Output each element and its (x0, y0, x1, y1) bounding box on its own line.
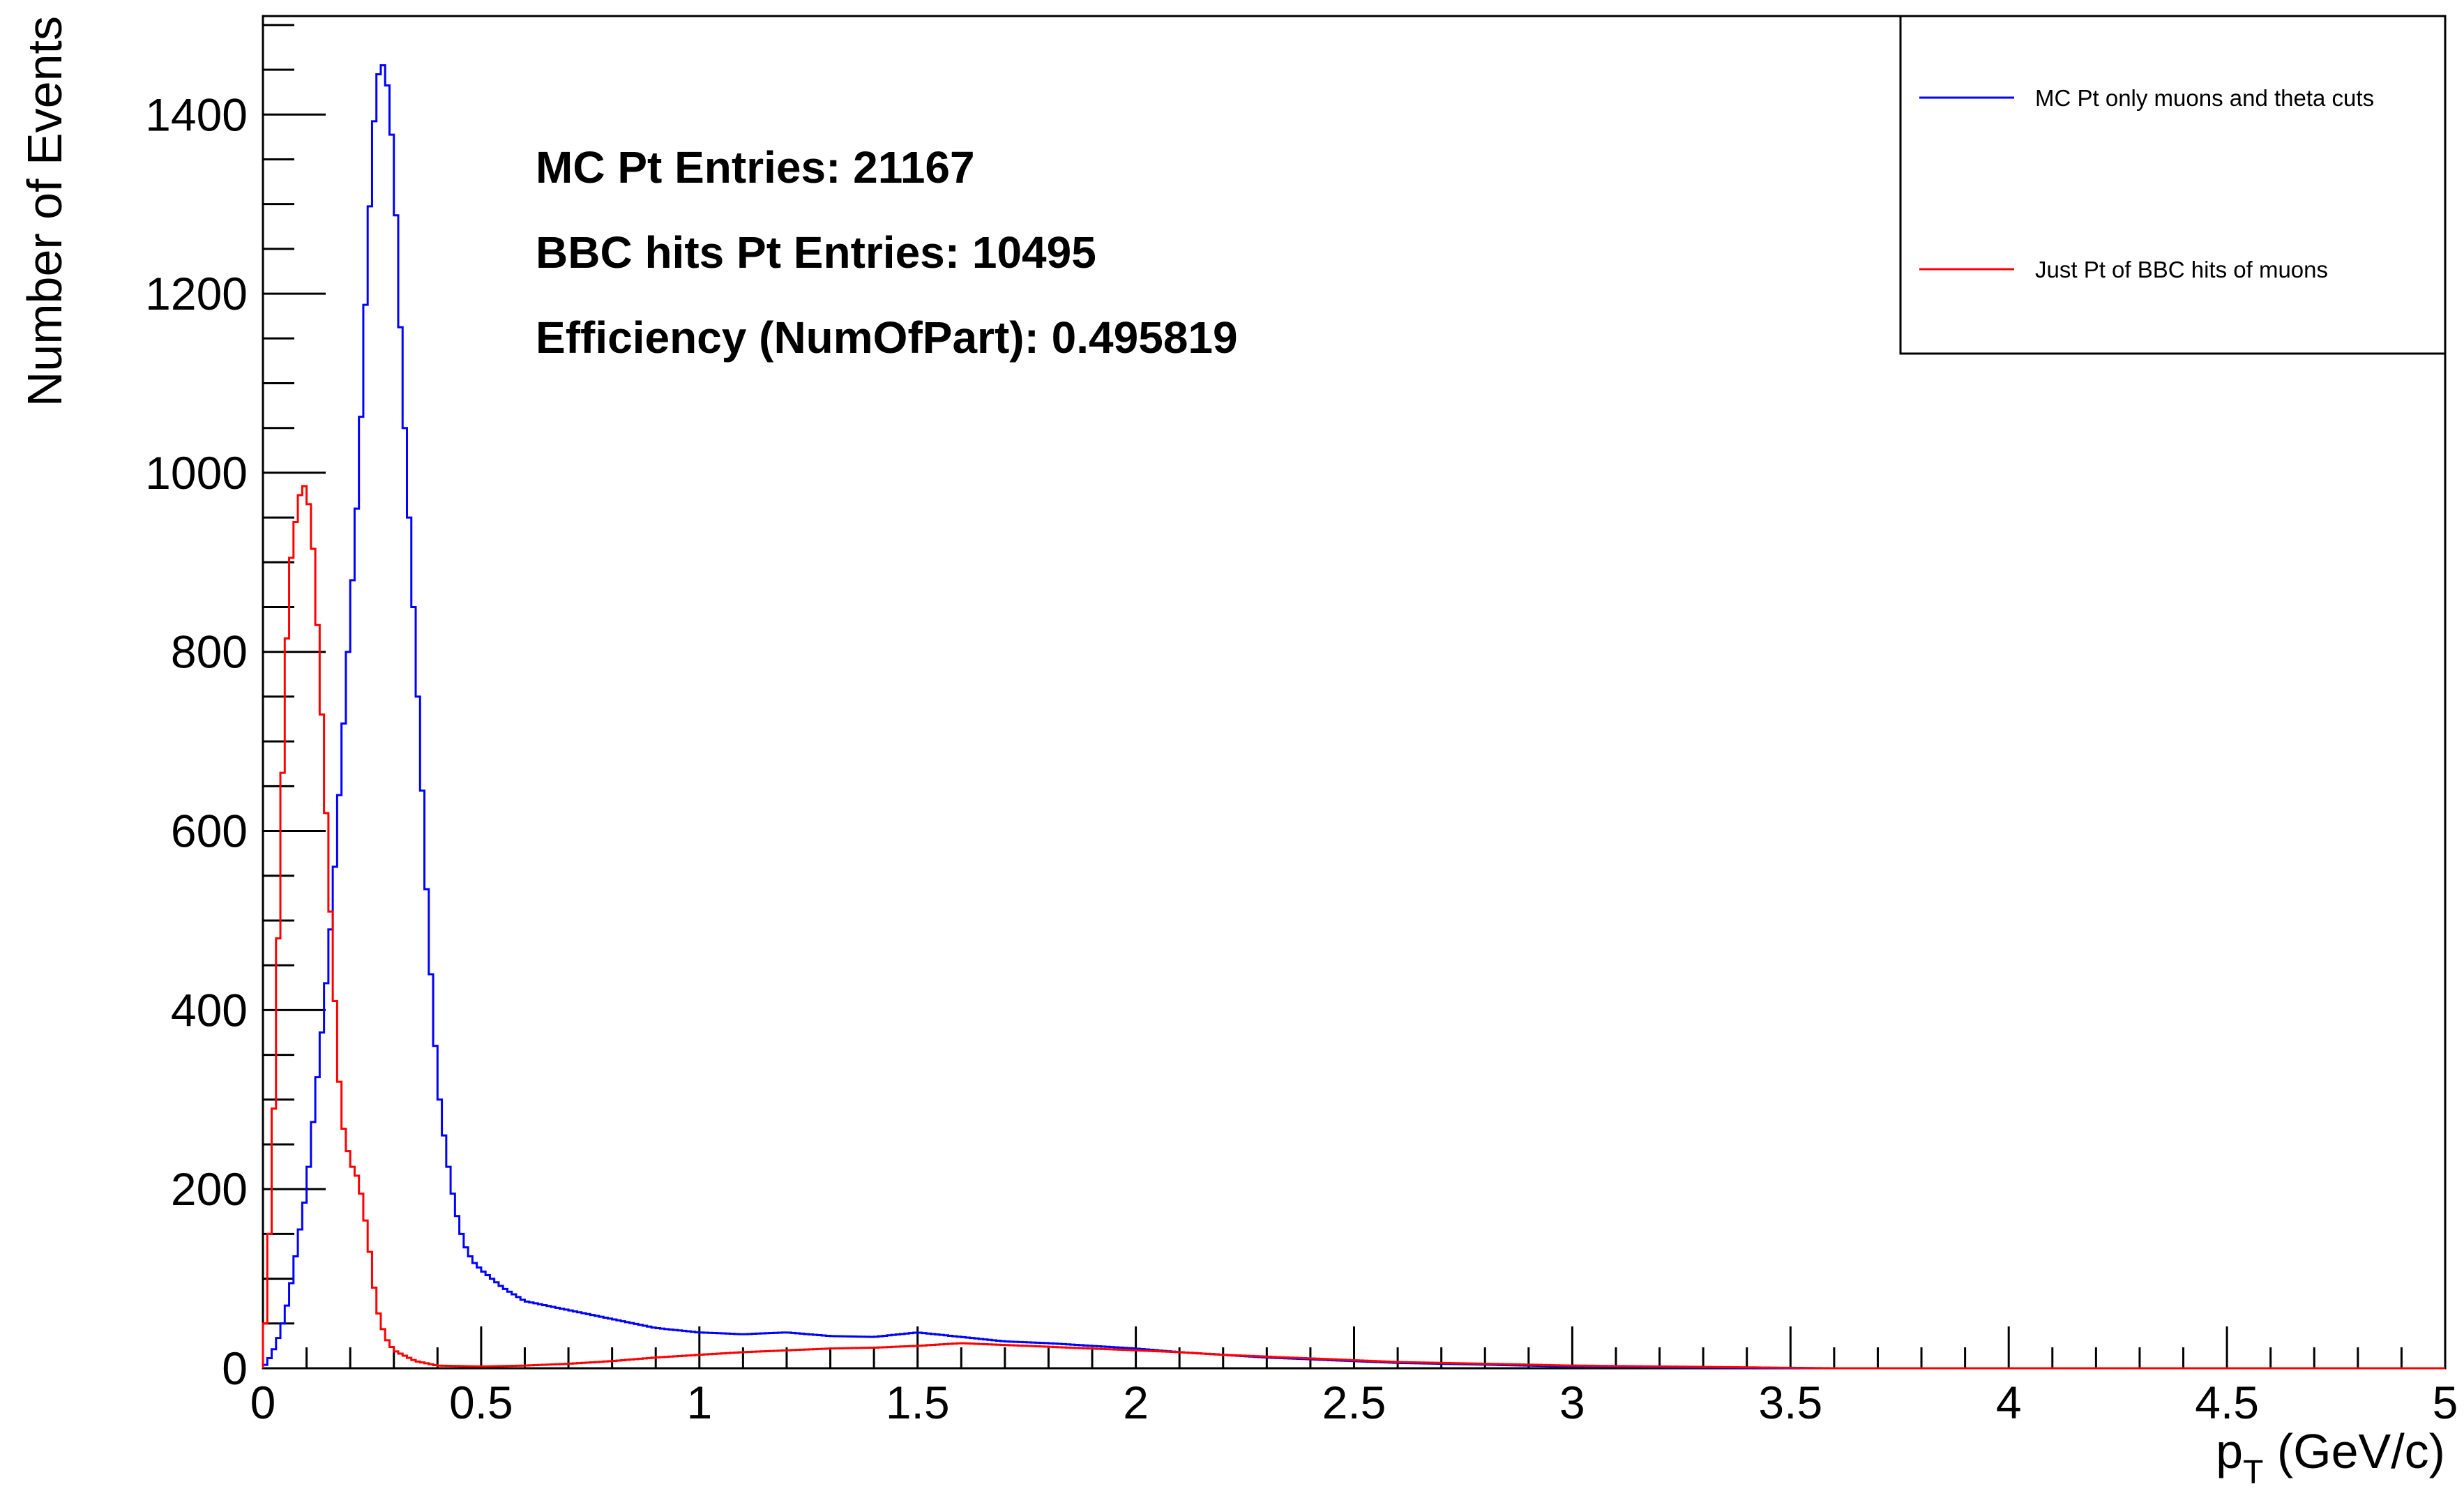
x-axis-title-subscript: T (2243, 1454, 2263, 1491)
legend-box (1899, 15, 2447, 355)
x-axis-title-main: p (2216, 1424, 2243, 1478)
x-tick-label: 5 (2433, 1377, 2458, 1428)
x-axis-title-unit: (GeV/c) (2263, 1424, 2445, 1478)
y-tick-label: 200 (171, 1163, 248, 1215)
y-tick-label: 400 (171, 984, 248, 1036)
x-tick-label: 4 (1996, 1377, 2022, 1428)
legend-label-mc-pt: MC Pt only muons and theta cuts (2035, 85, 2374, 111)
x-axis-ticks: 0 0.5 1 1.5 2 2.5 3 3.5 4 4.5 5 (250, 1326, 2458, 1428)
x-tick-label: 3.5 (1758, 1377, 1822, 1428)
y-tick-label: 1400 (145, 89, 248, 140)
x-axis-title: pT (GeV/c) (2216, 1424, 2445, 1491)
y-tick-label: 800 (171, 626, 248, 678)
annotation-mc-entries: MC Pt Entries: 21167 (536, 142, 975, 192)
legend: MC Pt only muons and theta cuts Just Pt … (1899, 15, 2447, 355)
y-tick-label: 600 (171, 805, 248, 857)
x-tick-label: 1.5 (886, 1377, 950, 1428)
x-tick-label: 1 (686, 1377, 712, 1428)
x-tick-label: 0.5 (449, 1377, 513, 1428)
y-tick-label: 1000 (145, 447, 248, 499)
y-axis-title: Number of Events (17, 16, 72, 407)
y-axis-ticks: 0 200 400 600 800 1000 1200 1400 (145, 24, 326, 1394)
annotation-bbc-entries: BBC hits Pt Entries: 10495 (536, 227, 1096, 278)
y-tick-label: 1200 (145, 268, 248, 319)
annotation-efficiency: Efficiency (NumOfPart): 0.495819 (536, 312, 1238, 363)
y-tick-label: 0 (222, 1342, 248, 1394)
x-tick-label: 4.5 (2195, 1377, 2259, 1428)
x-tick-label: 2.5 (1322, 1377, 1386, 1428)
x-tick-label: 3 (1559, 1377, 1585, 1428)
x-tick-label: 0 (250, 1377, 276, 1428)
x-tick-label: 2 (1123, 1377, 1149, 1428)
series-line-bbc-hits-pt (262, 485, 2445, 1370)
legend-label-bbc-hits-pt: Just Pt of BBC hits of muons (2035, 257, 2328, 282)
